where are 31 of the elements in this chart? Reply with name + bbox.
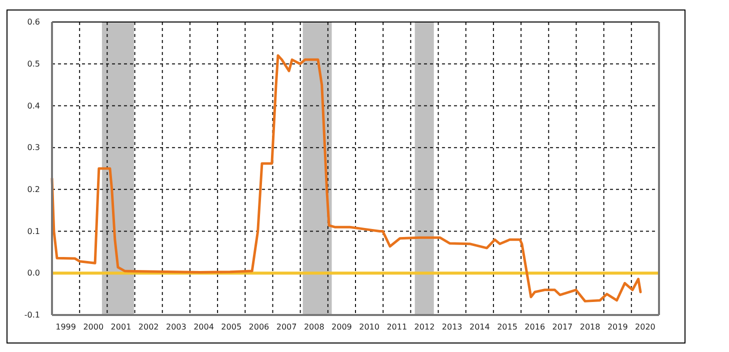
y-tick-label: 0.5 [27,59,40,68]
x-tick-label: 2020 [635,322,656,332]
y-tick-label: 0.1 [27,226,40,236]
x-tick-label: 2019 [607,322,628,332]
y-tick-label: 0.3 [27,143,40,152]
x-tick-label: 2003 [166,322,186,332]
x-tick-label: 2005 [221,322,242,332]
x-tick-label: 2002 [138,322,159,332]
y-tick-label: 0.2 [27,184,40,194]
x-tick-label: 2004 [194,322,214,332]
x-tick-label: 2013 [442,322,462,332]
x-tick-label: 2008 [304,322,324,332]
x-tick-label: 2007 [276,322,297,332]
y-tick-label: 0.4 [27,101,40,110]
y-tick-label: 0.6 [27,18,40,27]
y-tick-label: -0.1 [24,310,40,320]
x-tick-label: 2017 [552,322,573,332]
x-tick-label: 2014 [469,322,490,332]
x-tick-label: 2015 [497,322,518,332]
x-tick-label: 2012 [414,322,435,332]
x-tick-label: 2011 [386,322,408,332]
x-tick-label: 2006 [248,322,270,332]
x-tick-label: 2018 [580,322,600,332]
x-tick-label: 2010 [359,322,380,332]
x-tick-label: 2000 [83,322,104,332]
y-tick-label: 0.0 [27,268,40,278]
x-tick-label: 2001 [110,322,132,332]
line-series [50,54,642,302]
x-tick-label: 1999 [56,322,76,332]
x-tick-label: 2009 [332,322,352,332]
x-tick-label: 2016 [524,322,546,332]
